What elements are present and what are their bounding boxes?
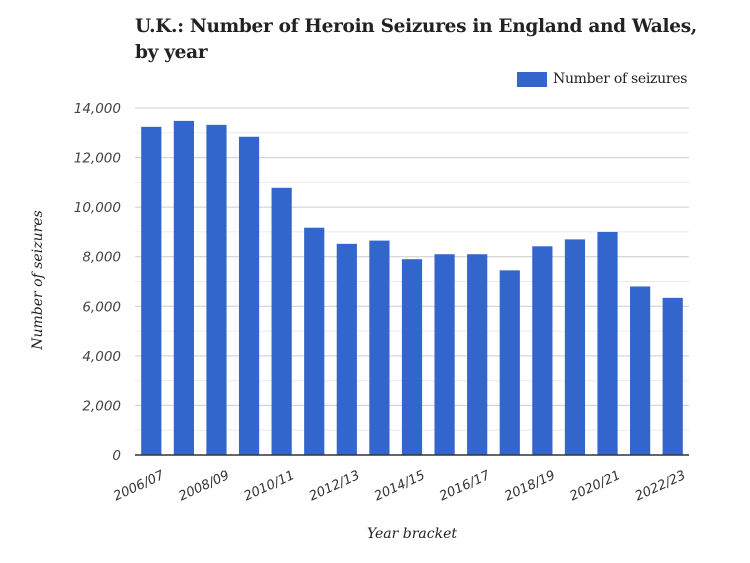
bar-2009-10[interactable]: 2009/10: 12840 xyxy=(238,136,260,455)
legend-label: Number of seizures xyxy=(553,71,688,87)
bar-2014-15[interactable]: 2014/15: 7900 xyxy=(401,259,423,455)
y-tick-label: 8,000 xyxy=(82,250,121,266)
chart-title: U.K.: Number of Heroin Seizures in Engla… xyxy=(135,16,697,63)
bar-2017-18[interactable]: 2017/18: 7450 xyxy=(499,270,520,455)
x-tick-label: 2006/07 xyxy=(111,468,167,505)
y-tick-label: 10,000 xyxy=(74,200,121,216)
legend: Number of seizures xyxy=(517,71,687,87)
x-tick-label: 2020/21 xyxy=(568,468,623,504)
legend-swatch xyxy=(517,71,547,87)
x-axis-title: Year bracket xyxy=(366,526,458,542)
bars: 2006/07: 13240 2007/08: 13480 2008/09: 133… xyxy=(141,120,683,456)
y-axis-ticks: 0 2,000 4,000 6,000 8,000 10,000 12,000 14,000 xyxy=(74,101,121,464)
bar-2016-17[interactable]: 2016/17: 8100 xyxy=(467,254,488,455)
bar-2020-21[interactable]: 2020/21: 9000 xyxy=(597,231,618,455)
bar-2022-23[interactable]: 2022/23: 6340 xyxy=(662,297,683,455)
x-tick-label: 2022/23 xyxy=(633,468,688,504)
bar-2018-19[interactable]: 2018/19: 8420 xyxy=(532,246,553,455)
y-tick-label: 4,000 xyxy=(82,349,121,365)
bar-2012-13[interactable]: 2012/13: 8520 xyxy=(336,243,357,455)
x-axis-ticks: 2006/07 2008/09 2010/11 2012/13 2014/15 2016/… xyxy=(111,468,688,505)
x-tick-label: 2016/17 xyxy=(437,468,493,505)
x-tick-label: 2014/15 xyxy=(372,468,427,504)
bar-2013-14[interactable]: 2013/14: 8650 xyxy=(369,240,390,455)
x-tick-label: 2012/13 xyxy=(307,468,362,504)
x-tick-label: 2008/09 xyxy=(177,468,232,504)
y-tick-label: 2,000 xyxy=(82,398,121,414)
bar-2008-09[interactable]: 2008/09: 13320 xyxy=(206,124,227,456)
bar-2011-12[interactable]: 2011/12: 9170 xyxy=(304,227,325,455)
bar-2006-07[interactable]: 2006/07: 13240 xyxy=(141,126,162,455)
bar-2010-11[interactable]: 2010/11: 10780 xyxy=(271,187,292,455)
y-tick-label: 14,000 xyxy=(74,101,121,117)
bar-2015-16[interactable]: 2015/16: 8100 xyxy=(434,254,455,455)
bar-2021-22[interactable]: 2021/22: 6800 xyxy=(630,286,651,455)
y-tick-label: 0 xyxy=(112,448,121,464)
bar-2007-08[interactable]: 2007/08: 13480 xyxy=(173,120,194,455)
x-tick-label: 2018/19 xyxy=(502,468,557,504)
y-tick-label: 6,000 xyxy=(82,299,121,315)
bar-2019-20[interactable]: 2019/20: 8700 xyxy=(564,239,586,455)
y-tick-label: 12,000 xyxy=(74,151,121,167)
x-tick-label: 2010/11 xyxy=(242,468,297,504)
